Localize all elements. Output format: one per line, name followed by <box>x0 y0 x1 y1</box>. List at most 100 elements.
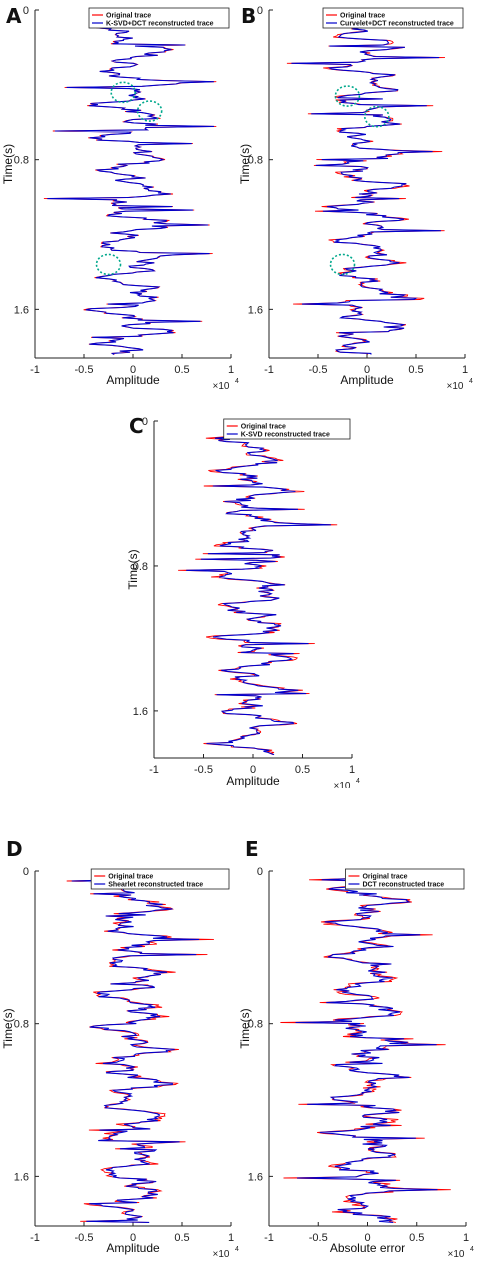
chart-e: -1 -0.5 0 0.5 1 ×10 4 0 0.8 1.6 Absolute error Time… <box>238 866 474 1260</box>
x-tick-label: 1 <box>462 364 468 376</box>
x-axis-label: Amplitude <box>106 373 160 387</box>
x-axis-label: Amplitude <box>226 774 280 788</box>
legend-box <box>345 868 465 890</box>
x-tick-label: -1 <box>30 364 40 376</box>
chart-c: -1 -0.5 0 0.5 1 ×10 4 0 0.8 1.6 Amplitude Time(s) Or… <box>126 416 360 792</box>
legend-entry: K-SVD reconstructed trace <box>241 432 330 439</box>
legend-entry: Original trace <box>340 13 385 20</box>
x-exponent-label: ×10 <box>334 781 351 788</box>
y-tick-label: 1.6 <box>14 304 29 316</box>
x-tick-label: -0.5 <box>75 1232 94 1244</box>
x-tick-label: -1 <box>264 1232 274 1244</box>
x-exponent-power: 4 <box>235 1246 239 1253</box>
highlight-circle-marker <box>329 253 356 276</box>
y-tick-label: 1.6 <box>133 706 148 718</box>
x-tick-label: 0.5 <box>295 764 310 776</box>
legend-box <box>223 418 351 440</box>
x-exponent-power: 4 <box>470 1246 474 1253</box>
x-axis-label: Amplitude <box>106 1241 160 1255</box>
highlight-circle-marker <box>136 100 163 122</box>
y-axis-label: Time(s) <box>238 144 252 184</box>
legend-box <box>90 868 230 890</box>
x-tick-label: 0.5 <box>174 364 189 376</box>
highlight-circle-marker <box>334 85 361 107</box>
y-tick-label: 0.8 <box>133 561 148 573</box>
x-tick-label: -0.5 <box>194 764 213 776</box>
y-axis-label: Time(s) <box>126 549 140 589</box>
legend-entry: DCT reconstructed trace <box>362 882 444 889</box>
y-tick-label: 0.8 <box>248 155 263 167</box>
x-tick-label: 1 <box>349 764 355 776</box>
series-reconstructed-trace <box>71 872 200 1223</box>
x-tick-label: 1 <box>228 364 234 376</box>
y-tick-label: 1.6 <box>248 1171 263 1183</box>
y-tick-label: 0 <box>23 5 29 17</box>
x-tick-label: 0.5 <box>174 1232 189 1244</box>
x-exponent-power: 4 <box>235 378 239 385</box>
x-tick-label: 0 <box>130 364 136 376</box>
y-tick-label: 0 <box>23 866 29 878</box>
y-axis-label: Time(s) <box>1 1008 15 1048</box>
series-reconstructed-trace <box>291 11 441 355</box>
chart-d: -1 -0.5 0 0.5 1 ×10 4 0 0.8 1.6 Amplitude Time(s) Or… <box>1 866 239 1260</box>
y-axis-label: Time(s) <box>1 144 15 184</box>
panel-label: E <box>245 837 259 861</box>
panel-c: C -1 -0.5 0 0.5 1 ×10 4 0 0.8 1.6 Amplitude Time(s)… <box>125 408 365 792</box>
y-tick-label: 0.8 <box>14 155 29 167</box>
panel-e: E -1 -0.5 0 0.5 1 ×10 4 0 0.8 1.6 Absolute error Ti… <box>237 833 477 1260</box>
legend-entry: Original trace <box>106 13 151 20</box>
x-tick-label: 1 <box>228 1232 234 1244</box>
x-tick-label: 1 <box>463 1232 469 1244</box>
x-axis-label: Amplitude <box>340 373 394 387</box>
y-tick-label: 0.8 <box>14 1019 29 1031</box>
series-reconstructed-trace <box>295 872 438 1223</box>
y-tick-label: 0.8 <box>248 1019 263 1031</box>
x-tick-label: -0.5 <box>309 1232 328 1244</box>
highlight-circle-marker <box>95 253 122 276</box>
x-exponent-power: 4 <box>356 778 360 785</box>
x-exponent-label: ×10 <box>213 381 230 390</box>
legend-box <box>322 7 464 29</box>
x-tick-label: -1 <box>149 764 159 776</box>
x-tick-label: -1 <box>264 364 274 376</box>
panel-a: A -1 -0.5 0 0.5 1 ×10 4 0 0.8 1.6 Amplitude Time(s)… <box>0 0 240 392</box>
x-tick-label: 0.5 <box>409 1232 424 1244</box>
y-tick-label: 1.6 <box>248 304 263 316</box>
panel-b: B -1 -0.5 0 0.5 1 ×10 4 0 0.8 1.6 Amplitude Time(s)… <box>237 0 477 392</box>
legend-entry: Original trace <box>108 874 153 881</box>
series-original-trace <box>280 872 451 1223</box>
chart-a: -1 -0.5 0 0.5 1 ×10 4 0 0.8 1.6 Amplitude Time(s) Or… <box>1 5 239 392</box>
legend-entry: Curvelet+DCT reconstructed trace <box>340 21 454 28</box>
x-tick-label: 0 <box>364 364 370 376</box>
x-tick-label: 0 <box>250 764 256 776</box>
x-tick-label: -0.5 <box>75 364 94 376</box>
y-tick-label: 0 <box>257 866 263 878</box>
x-tick-label: 0 <box>130 1232 136 1244</box>
y-tick-label: 0 <box>142 416 148 428</box>
chart-b: -1 -0.5 0 0.5 1 ×10 4 0 0.8 1.6 Amplitude Time(s) Or… <box>238 5 473 392</box>
y-tick-label: 1.6 <box>14 1171 29 1183</box>
panel-label: B <box>241 4 257 28</box>
panel-label: A <box>6 4 22 28</box>
x-exponent-power: 4 <box>469 378 473 385</box>
legend-entry: Original trace <box>241 424 286 431</box>
highlight-circle-marker <box>110 81 136 104</box>
legend-entry: Original trace <box>362 874 407 881</box>
legend-entry: K-SVD+DCT reconstructed trace <box>106 21 214 28</box>
x-axis-label: Absolute error <box>330 1241 405 1255</box>
x-exponent-label: ×10 <box>447 381 464 390</box>
x-tick-label: -0.5 <box>309 364 328 376</box>
x-exponent-label: ×10 <box>213 1249 230 1260</box>
x-tick-label: 0 <box>364 1232 370 1244</box>
legend-entry: Shearlet reconstructed trace <box>108 882 203 889</box>
x-exponent-label: ×10 <box>448 1249 465 1260</box>
panel-d: D -1 -0.5 0 0.5 1 ×10 4 0 0.8 1.6 Amplitude Time(s)… <box>0 833 240 1260</box>
y-axis-label: Time(s) <box>238 1008 252 1048</box>
panel-label: C <box>129 414 144 438</box>
x-tick-label: -1 <box>30 1232 40 1244</box>
series-reconstructed-trace <box>47 11 215 355</box>
highlight-circle-marker <box>364 105 390 128</box>
x-tick-label: 0.5 <box>408 364 423 376</box>
panel-label: D <box>6 837 23 861</box>
series-reconstructed-trace <box>186 422 331 756</box>
